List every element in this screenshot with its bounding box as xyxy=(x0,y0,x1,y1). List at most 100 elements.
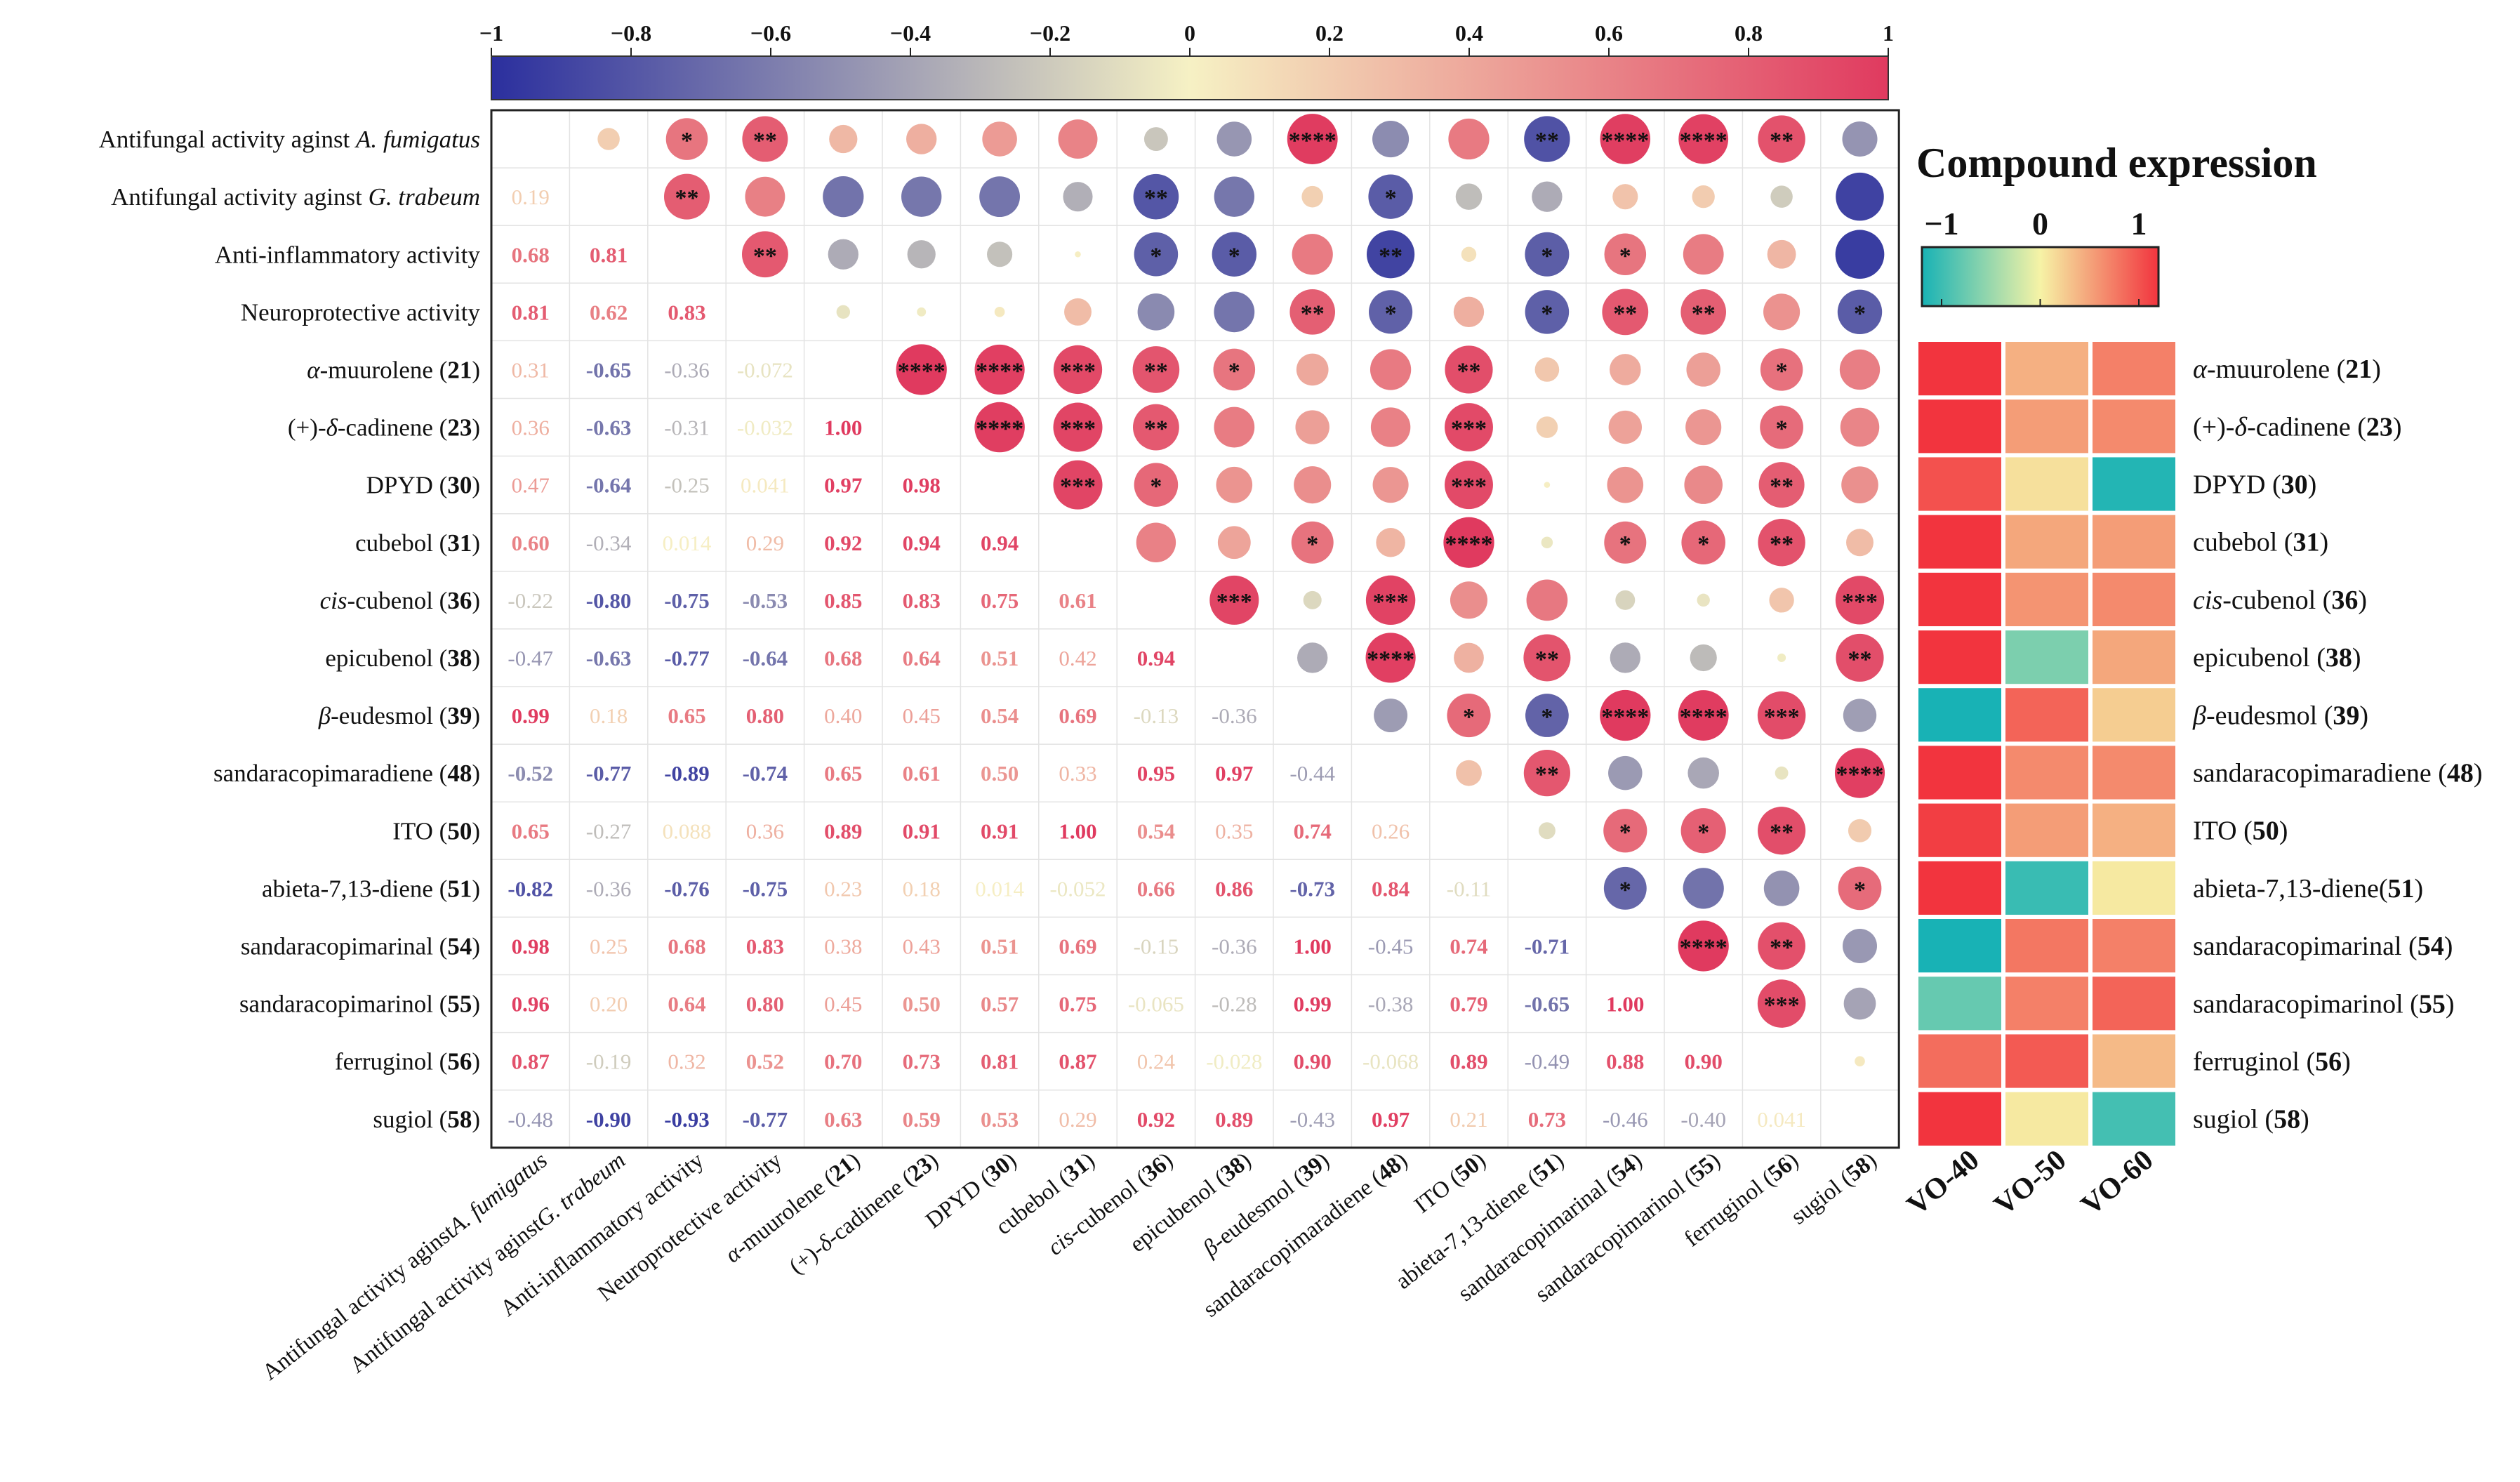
correlation-circle xyxy=(1697,593,1710,607)
correlation-value-label: 0.86 xyxy=(1215,876,1253,901)
significance-stars: * xyxy=(1385,185,1397,211)
label-part: sandaracopimarinal ( xyxy=(241,932,447,960)
correlation-circle xyxy=(1683,234,1724,275)
label-part: -cadinene ( xyxy=(338,414,447,442)
label-part: 31 xyxy=(447,529,472,557)
expression-cell xyxy=(2005,1034,2088,1088)
expression-column-label: VO-50 xyxy=(1988,1144,2072,1222)
expression-cell xyxy=(1918,803,2001,857)
correlation-colorbar: −1 −0.8 −0.6 −0.4 −0.2 0 0.2 0.4 0.6 0.8 1 xyxy=(479,20,1894,100)
label-part: ) xyxy=(472,1048,480,1076)
expression-cell xyxy=(2093,977,2175,1031)
correlation-circle xyxy=(1602,289,1649,336)
correlation-value-label: -0.43 xyxy=(1289,1107,1335,1132)
label-part: ) xyxy=(2358,585,2367,615)
correlation-value-label: -0.77 xyxy=(586,761,632,786)
correlation-circle xyxy=(1683,868,1724,909)
label-part: β xyxy=(318,702,331,729)
correlation-value-label: 0.26 xyxy=(1372,819,1410,843)
correlation-circle xyxy=(1448,118,1490,160)
label-part: 50 xyxy=(2253,816,2279,846)
correlation-circle xyxy=(1297,642,1328,673)
expression-row-label: cis-cubenol (36) xyxy=(2193,585,2367,615)
label-part: α xyxy=(307,356,320,383)
expression-row-label: ITO (50) xyxy=(2193,816,2288,846)
expression-column-label: VO-40 xyxy=(1901,1144,1985,1222)
row-label: ITO (50) xyxy=(392,817,480,845)
significance-stars: * xyxy=(1776,416,1788,442)
correlation-value-label: 0.52 xyxy=(746,1050,784,1074)
significance-stars: *** xyxy=(1451,416,1487,442)
correlation-value-label: 0.29 xyxy=(1059,1107,1096,1132)
matrix-border xyxy=(490,109,1900,1149)
significance-stars: * xyxy=(1619,877,1631,903)
correlation-value-label: -0.75 xyxy=(743,876,788,901)
significance-stars: *** xyxy=(1060,358,1096,384)
significance-stars: *** xyxy=(1060,416,1096,442)
correlation-value-label: 0.99 xyxy=(512,703,550,728)
correlation-circle xyxy=(1758,115,1805,163)
correlation-value-label: 0.91 xyxy=(981,819,1019,843)
correlation-value-label: -0.052 xyxy=(1049,876,1106,901)
colorbar-tick-label: −0.4 xyxy=(890,20,931,46)
correlation-circle xyxy=(1770,185,1793,208)
label-part: abieta-7,13-diene ( xyxy=(262,875,447,902)
correlation-value-label: 0.66 xyxy=(1137,876,1175,901)
correlation-value-label: -0.36 xyxy=(1212,703,1257,728)
correlation-circle xyxy=(1760,348,1803,391)
expression-cell xyxy=(2005,688,2088,742)
significance-stars: *** xyxy=(1451,474,1487,500)
correlation-value-label: -0.77 xyxy=(743,1107,788,1132)
correlation-circle xyxy=(1214,176,1254,217)
correlation-circle xyxy=(1064,298,1092,326)
correlation-circle xyxy=(1840,407,1880,447)
correlation-circle xyxy=(1213,348,1256,391)
correlation-value-label: -0.36 xyxy=(586,876,632,901)
label-part: abieta-7,13-diene( xyxy=(2193,874,2387,904)
label-part: Neuroprotective activity xyxy=(241,298,481,326)
correlation-value-label: 0.75 xyxy=(1059,992,1096,1017)
correlation-circle xyxy=(1777,653,1786,662)
correlation-value-label: 1.00 xyxy=(1606,992,1644,1017)
label-part: ) xyxy=(472,587,480,614)
correlation-circle xyxy=(1678,114,1729,164)
correlation-value-label: 0.94 xyxy=(981,531,1019,555)
correlation-circle xyxy=(1687,757,1719,789)
significance-stars: **** xyxy=(1680,128,1727,154)
significance-stars: * xyxy=(1306,531,1318,557)
expression-cell xyxy=(2005,1092,2088,1146)
expression-cell xyxy=(1918,457,2001,511)
colorbar-tick-label: 1 xyxy=(1883,20,1894,46)
correlation-circle xyxy=(1848,819,1872,842)
correlation-value-label: -0.065 xyxy=(1128,992,1184,1017)
correlation-value-label: 0.51 xyxy=(981,934,1019,958)
significance-stars: * xyxy=(1619,531,1631,557)
correlation-value-label: 0.20 xyxy=(590,992,628,1017)
correlation-value-label: 0.50 xyxy=(981,761,1019,786)
significance-stars: ** xyxy=(1144,185,1168,211)
row-label: α-muurolene (21) xyxy=(307,356,480,383)
label-part: 36 xyxy=(2331,585,2358,615)
correlation-value-label: -0.49 xyxy=(1525,1050,1570,1074)
correlation-value-label: 0.81 xyxy=(590,242,628,267)
correlation-value-label: 0.68 xyxy=(512,242,550,267)
correlation-circle xyxy=(982,121,1017,157)
expression-cell xyxy=(2093,1034,2175,1088)
correlation-value-label: -0.36 xyxy=(1212,934,1257,958)
label-part: 30 xyxy=(2281,470,2308,500)
correlation-value-label: 0.24 xyxy=(1137,1050,1176,1074)
significance-stars: * xyxy=(1854,300,1866,326)
label-part: 56 xyxy=(447,1048,472,1076)
significance-stars: ** xyxy=(1144,358,1168,384)
correlation-value-label: 0.80 xyxy=(746,992,784,1017)
correlation-circle xyxy=(1604,521,1647,564)
colorbar-tick-label: 0.4 xyxy=(1455,20,1483,46)
label-part: 36 xyxy=(447,587,472,614)
significance-stars: **** xyxy=(1680,934,1727,960)
significance-stars: ** xyxy=(1144,416,1168,442)
label-part: ) xyxy=(2474,759,2483,788)
correlation-value-label: 0.83 xyxy=(668,300,705,324)
correlation-circle xyxy=(1053,345,1103,395)
correlation-circle xyxy=(1835,576,1885,625)
correlation-value-label: 0.50 xyxy=(903,992,941,1017)
